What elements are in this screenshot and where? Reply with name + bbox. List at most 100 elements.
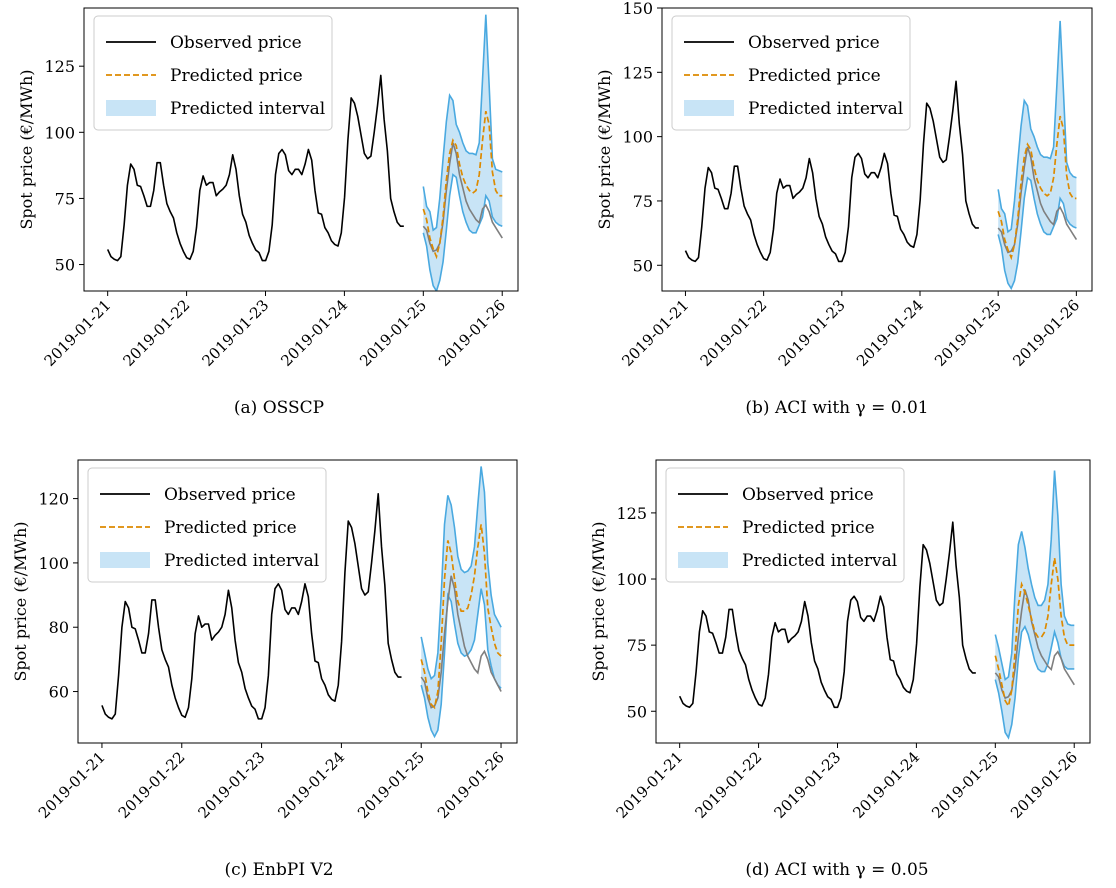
y-tick-label: 150 — [622, 0, 653, 18]
caption-d: (d) ACI with γ = 0.05 — [745, 860, 929, 880]
observed-price-line — [101, 492, 402, 720]
y-tick-label: 125 — [622, 63, 653, 82]
caption-a: (a) OSSCP — [233, 398, 325, 418]
y-tick-label: 60 — [49, 683, 69, 702]
x-tick-label: 2019-01-24 — [274, 748, 348, 822]
plot-area — [106, 14, 503, 291]
x-tick-label: 2019-01-25 — [356, 296, 430, 370]
x-tick-label: 2019-01-25 — [928, 748, 1002, 822]
caption-b: (b) ACI with γ = 0.01 — [745, 398, 929, 418]
interval-band — [998, 20, 1077, 289]
x-tick-label: 2019-01-24 — [849, 748, 923, 822]
interval-lower-line — [422, 173, 503, 291]
legend-predicted-label: Predicted price — [742, 518, 875, 538]
x-tick-label: 2019-01-26 — [434, 748, 508, 822]
x-tick-label: 2019-01-22 — [115, 748, 189, 822]
observed-future-line — [422, 142, 503, 253]
plot-area — [101, 466, 502, 739]
legend-interval-label: Predicted interval — [742, 551, 897, 571]
legend-observed-label: Observed price — [742, 485, 874, 505]
panel-c: 60 80 100 120 2019-01-21 2019-01-22 2019-01-23… — [0, 444, 558, 888]
y-tick-label: 75 — [633, 192, 653, 211]
legend-observed-label: Observed price — [170, 33, 302, 53]
legend-interval-swatch — [106, 100, 156, 116]
y-tick-label: 100 — [616, 570, 647, 589]
x-tick-label: 2019-01-26 — [1007, 748, 1081, 822]
observed-future-line — [994, 589, 1075, 700]
y-tick-label: 50 — [55, 256, 75, 275]
observed-future-line — [420, 575, 502, 709]
interval-upper-line — [420, 466, 502, 681]
y-tick-label: 100 — [38, 554, 69, 573]
interval-upper-line — [422, 14, 503, 232]
predicted-price-line — [420, 524, 502, 710]
legend-observed-label: Observed price — [748, 33, 880, 53]
y-axis-label: Spot price (€/MWh) — [589, 521, 608, 681]
x-tick-label: 2019-01-26 — [1009, 296, 1083, 370]
legend-interval-swatch — [100, 552, 150, 568]
interval-upper-line — [994, 470, 1075, 681]
interval-lower-line — [420, 588, 502, 739]
x-tick-label: 2019-01-23 — [195, 748, 269, 822]
x-tick-label: 2019-01-21 — [618, 296, 692, 370]
x-tick-label: 2019-01-21 — [41, 296, 115, 370]
y-tick-label: 50 — [627, 702, 647, 721]
axes-frame — [77, 459, 518, 744]
legend-observed-label: Observed price — [164, 485, 296, 505]
x-tick-label: 2019-01-21 — [35, 748, 109, 822]
y-tick-label: 75 — [55, 189, 75, 208]
y-tick-label: 100 — [44, 123, 75, 142]
y-tick-label: 80 — [49, 618, 69, 637]
observed-price-line — [678, 521, 976, 709]
y-tick-label: 125 — [616, 504, 647, 523]
plot-area — [684, 20, 1078, 291]
y-axis-label: Spot price (€/MWh) — [595, 69, 614, 229]
y-axis-label: Spot price (€/MWh) — [17, 69, 36, 229]
chart-a: 50 75 100 125 2019-01-21 2019-01-22 2019-01-23… — [17, 7, 519, 370]
legend-predicted-label: Predicted price — [164, 518, 297, 538]
y-tick-label: 125 — [44, 57, 75, 76]
y-tick-label: 100 — [622, 128, 653, 147]
x-tick-label: 2019-01-22 — [120, 296, 194, 370]
x-tick-label: 2019-01-24 — [277, 296, 351, 370]
predicted-price-line — [422, 110, 503, 260]
interval-band — [421, 466, 502, 737]
y-tick-label: 120 — [38, 490, 69, 509]
legend-interval-swatch — [684, 100, 734, 116]
x-tick-label: 2019-01-21 — [613, 748, 687, 822]
predicted-price-line — [994, 557, 1075, 709]
x-tick-label: 2019-01-23 — [198, 296, 272, 370]
plot-area — [678, 470, 1075, 740]
y-tick-label: 75 — [627, 636, 647, 655]
panel-b: 50 75 100 125 150 2019-01-21 2019-01-22 2019-01… — [558, 0, 1116, 444]
axes-frame — [661, 7, 1093, 292]
chart-c: 60 80 100 120 2019-01-21 2019-01-22 2019-01-23… — [11, 459, 518, 822]
x-tick-label: 2019-01-23 — [770, 748, 844, 822]
legend-interval-label: Predicted interval — [170, 99, 325, 119]
chart-d: 50 75 100 125 2019-01-21 2019-01-22 2019-01-23… — [589, 459, 1091, 822]
x-tick-label: 2019-01-23 — [775, 296, 849, 370]
x-tick-label: 2019-01-24 — [853, 296, 927, 370]
y-axis-label: Spot price (€/MWh) — [11, 521, 30, 681]
panel-d: 50 75 100 125 2019-01-21 2019-01-22 2019-01-23… — [558, 444, 1116, 888]
axes-frame — [83, 7, 519, 292]
y-tick-label: 50 — [633, 256, 653, 275]
interval-lower-line — [997, 176, 1077, 291]
interval-upper-line — [997, 20, 1077, 234]
legend-interval-label: Predicted interval — [164, 551, 319, 571]
axes-frame — [655, 459, 1091, 744]
legend-interval-swatch — [678, 552, 728, 568]
observed-price-line — [106, 74, 404, 262]
x-tick-label: 2019-01-25 — [931, 296, 1005, 370]
legend-predicted-label: Predicted price — [748, 66, 881, 86]
legend-interval-label: Predicted interval — [748, 99, 903, 119]
panel-a: 50 75 100 125 2019-01-21 2019-01-22 2019-01-23… — [0, 0, 558, 444]
observed-future-line — [997, 146, 1078, 254]
x-tick-label: 2019-01-26 — [435, 296, 509, 370]
x-tick-label: 2019-01-22 — [697, 296, 771, 370]
legend-predicted-label: Predicted price — [170, 66, 303, 86]
x-tick-label: 2019-01-22 — [692, 748, 766, 822]
caption-c: (c) EnbPI V2 — [224, 860, 334, 880]
predicted-price-line — [997, 115, 1077, 261]
